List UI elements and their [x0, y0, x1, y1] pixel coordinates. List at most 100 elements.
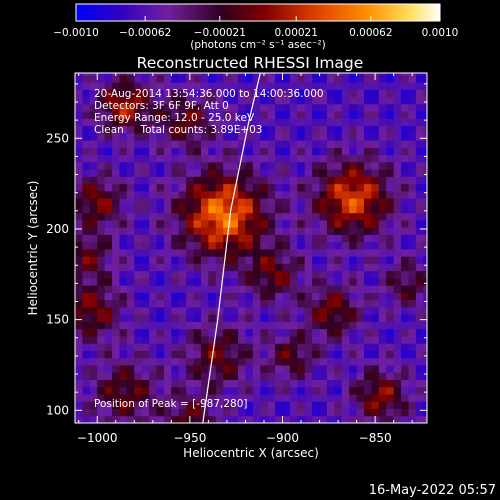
heatmap-cell: [89, 183, 98, 192]
heatmap-cell: [408, 125, 417, 134]
heatmap-cell: [119, 335, 128, 344]
heatmap-cell: [260, 285, 269, 293]
heatmap-cell: [282, 401, 291, 409]
heatmap-cell: [119, 277, 128, 286]
heatmap-cell: [178, 379, 187, 388]
heatmap-cell: [386, 386, 395, 395]
heatmap-cell: [97, 343, 106, 351]
heatmap-cell: [349, 176, 358, 185]
heatmap-cell: [223, 314, 232, 322]
heatmap-cell: [319, 103, 328, 112]
heatmap-cell: [378, 96, 387, 105]
heatmap-cell: [238, 183, 246, 192]
heatmap-cell: [141, 357, 150, 366]
heatmap-cell: [223, 212, 232, 221]
heatmap-cell: [238, 89, 246, 98]
heatmap-cell: [401, 350, 409, 359]
heatmap-cell: [126, 89, 135, 98]
heatmap-cell: [112, 89, 120, 98]
heatmap-cell: [230, 270, 239, 279]
heatmap-cell: [126, 212, 135, 221]
heatmap-cell: [119, 393, 128, 402]
heatmap-cell: [252, 73, 261, 76]
heatmap-cell: [341, 212, 350, 221]
heatmap-cell: [104, 198, 113, 206]
heatmap-cell: [378, 241, 387, 250]
heatmap-cell: [97, 321, 106, 330]
heatmap-cell: [267, 89, 276, 98]
heatmap-cell: [171, 270, 180, 279]
heatmap-cell: [275, 263, 283, 272]
heatmap-cell: [312, 248, 321, 257]
heatmap-cell: [267, 357, 276, 366]
heatmap-cell: [134, 335, 143, 344]
heatmap-cell: [401, 386, 409, 395]
heatmap-cell: [112, 328, 120, 337]
heatmap-cell: [297, 154, 306, 163]
heatmap-cell: [156, 248, 165, 257]
heatmap-cell: [97, 154, 106, 163]
heatmap-cell: [371, 299, 380, 308]
heatmap-cell: [386, 190, 395, 199]
heatmap-cell: [319, 292, 328, 301]
heatmap-cell: [119, 227, 128, 235]
heatmap-cell: [349, 132, 358, 141]
heatmap-cell: [134, 103, 143, 112]
heatmap-cell: [401, 198, 409, 206]
heatmap-cell: [238, 118, 246, 127]
heatmap-cell: [282, 364, 291, 373]
heatmap-cell: [319, 161, 328, 170]
heatmap-cell: [178, 140, 187, 148]
heatmap-cell: [312, 386, 321, 395]
heatmap-cell: [393, 335, 402, 344]
heatmap-cell: [171, 140, 180, 148]
heatmap-cell: [89, 386, 98, 395]
heatmap-cell: [89, 74, 98, 83]
heatmap-cell: [97, 74, 106, 83]
heatmap-cell: [186, 364, 195, 373]
heatmap-cell: [334, 343, 343, 351]
heatmap-cell: [334, 205, 343, 214]
heatmap-cell: [171, 227, 180, 235]
heatmap-cell: [156, 89, 165, 98]
heatmap-cell: [134, 198, 143, 206]
heatmap-cell: [415, 74, 424, 83]
heatmap-cell: [215, 328, 224, 337]
heatmap-cell: [82, 125, 91, 134]
heatmap-cell: [112, 379, 120, 388]
heatmap-cell: [149, 343, 158, 351]
heatmap-cell: [245, 299, 254, 308]
heatmap-cell: [163, 161, 172, 170]
heatmap-cell: [156, 292, 165, 301]
heatmap-cell: [230, 212, 239, 221]
heatmap-cell: [149, 314, 158, 322]
heatmap-cell: [349, 415, 358, 423]
plot-frame: [74, 72, 428, 424]
heatmap-cell: [393, 314, 402, 322]
heatmap-cell: [178, 277, 187, 286]
heatmap-cell: [349, 357, 358, 366]
heatmap-cell: [401, 379, 409, 388]
heatmap-cell: [386, 96, 395, 105]
heatmap-cell: [275, 393, 283, 402]
heatmap-cell: [75, 96, 83, 105]
heatmap-cell: [312, 125, 321, 134]
heatmap-cell: [200, 89, 209, 98]
heatmap-cell: [282, 132, 291, 141]
heatmap-cell: [149, 89, 158, 98]
heatmap-cell: [230, 219, 239, 228]
heatmap-cell: [163, 176, 172, 185]
heatmap-cell: [156, 314, 165, 322]
heatmap-cell: [89, 118, 98, 127]
heatmap-cell: [401, 219, 409, 228]
heatmap-cell: [119, 147, 128, 156]
heatmap-cell: [119, 379, 128, 388]
heatmap-cell: [386, 270, 395, 279]
heatmap-cell: [223, 393, 232, 402]
heatmap-cell: [230, 314, 239, 322]
heatmap-cell: [112, 118, 120, 127]
heatmap-cell: [386, 74, 395, 83]
heatmap-cell: [267, 306, 276, 315]
heatmap-cell: [82, 415, 91, 423]
heatmap-cell: [238, 227, 246, 235]
